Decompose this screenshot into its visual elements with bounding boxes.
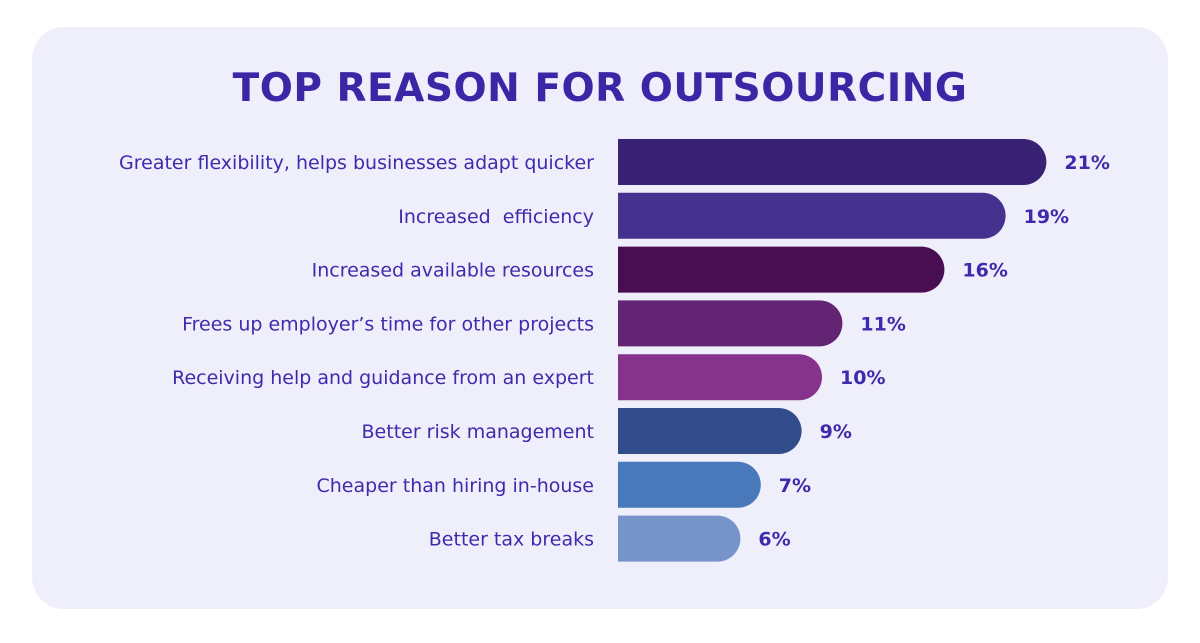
chart-card bbox=[32, 27, 1168, 609]
bar bbox=[618, 515, 741, 562]
value-label: 9% bbox=[820, 421, 852, 443]
bar bbox=[618, 192, 1006, 239]
bar bbox=[618, 246, 945, 293]
chart-title: TOP REASON FOR OUTSOURCING bbox=[232, 66, 968, 111]
bar bbox=[618, 461, 761, 508]
category-label: Increased available resources bbox=[312, 260, 594, 282]
category-label: Greater flexibility, helps businesses ad… bbox=[119, 152, 594, 174]
value-label: 10% bbox=[840, 367, 885, 389]
category-label: Receiving help and guidance from an expe… bbox=[172, 367, 594, 389]
bar bbox=[618, 354, 823, 401]
value-label: 6% bbox=[758, 529, 790, 551]
value-label: 21% bbox=[1064, 152, 1109, 174]
bar bbox=[618, 300, 843, 347]
category-label: Better tax breaks bbox=[429, 529, 594, 551]
value-label: 16% bbox=[962, 260, 1007, 282]
category-label: Increased efficiency bbox=[398, 206, 594, 228]
value-label: 7% bbox=[779, 475, 811, 497]
value-label: 19% bbox=[1024, 206, 1069, 228]
category-label: Frees up employer’s time for other proje… bbox=[182, 313, 594, 335]
category-label: Better risk management bbox=[362, 421, 594, 443]
category-label: Cheaper than hiring in-house bbox=[317, 475, 595, 497]
value-label: 11% bbox=[860, 313, 905, 335]
bar bbox=[618, 408, 802, 454]
bar bbox=[618, 139, 1047, 185]
